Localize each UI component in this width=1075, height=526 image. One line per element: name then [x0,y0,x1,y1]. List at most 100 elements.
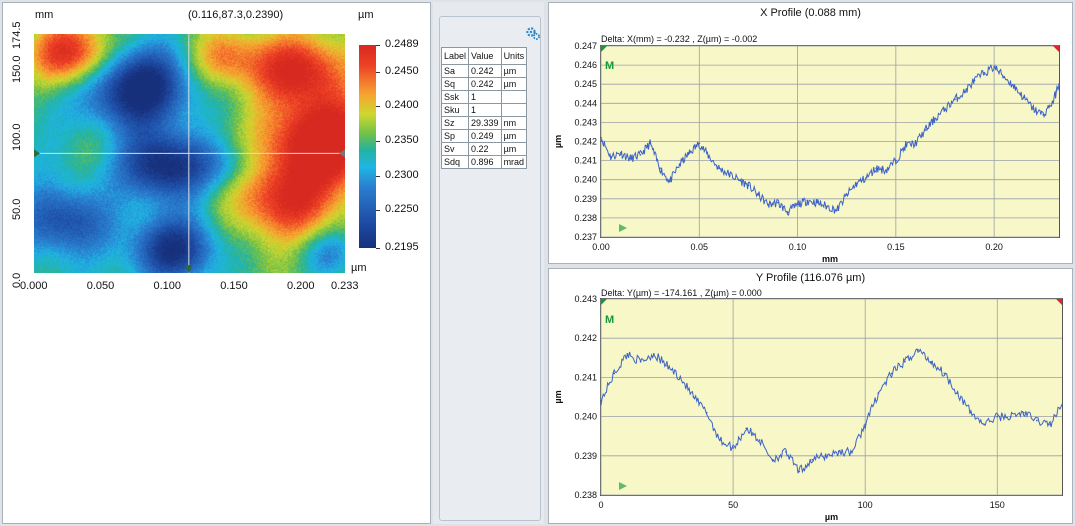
profile-data-point [613,372,616,375]
map-z-unit-label: µm [358,9,374,21]
profile-data-point [953,98,956,101]
profile-data-point [619,152,622,154]
x-profile-delta-readout: Delta: X(mm) = -0.232 , Z(µm) = -0.002 [601,34,758,44]
left-marker-icon[interactable] [601,299,607,305]
profile-data-point [811,458,814,461]
header-units: Units [500,47,528,65]
play-arrow-icon[interactable] [619,482,627,490]
y-profile-chart: 0 50 100 150 0.238 0.239 0.240 0.241 0.242 0.243 µ… [553,294,1063,522]
right-marker-icon[interactable] [1056,299,1062,305]
profile-data-point [745,427,748,430]
profile-data-point [718,167,720,170]
y-tick-label: 0.238 [574,490,597,500]
profile-series-line [600,348,1063,474]
profile-data-point [757,194,760,196]
y-tick-label: 0.243 [574,294,597,304]
profile-data-point [688,152,691,154]
y-profile-marker-label[interactable]: M [605,314,615,326]
y-tick-label: 0.243 [574,117,597,127]
profile-data-point [983,71,986,74]
map-x-tick-label: 0.233 [331,280,359,292]
profile-data-point [943,372,946,375]
colorbar-tick-label: 0.2450 [385,64,419,77]
map-x-unit-label: mm [35,9,54,21]
y-tick-label: 0.242 [574,137,597,147]
cell-label: Sq [440,77,470,91]
profile-data-point [705,411,708,414]
header-label: Label [440,47,470,65]
y-tick-label: 0.238 [574,213,597,223]
profile-data-point [609,155,612,158]
color-scale-bar [359,45,376,248]
profile-data-point [771,458,774,461]
profile-data-point [973,79,976,82]
profile-data-point [758,439,761,442]
map-x-tick-label: 0.000 [20,280,48,292]
right-marker-icon[interactable] [1053,46,1059,52]
y-profile-title: Y Profile (116.076 µm) [755,272,866,284]
cursor-x-handle-icon[interactable] [184,265,193,273]
y-tick-label: 0.241 [574,372,597,382]
cell-label: Sv [440,142,470,156]
profile-series-line [600,64,1060,216]
map-y-tick-label: 150.0 [11,55,23,83]
x-tick-label: 0.00 [592,242,610,252]
cell-unit: µm [500,129,528,143]
x-profile-panel: X Profile (0.088 mm) 0.00 0.05 0.10 0.15 0.2… [548,2,1073,264]
x-tick-label: 0.15 [887,242,905,252]
profile-data-point [785,450,787,453]
map-y-tick-label: 100.0 [11,123,23,152]
x-profile-chart: 0.00 0.05 0.10 0.15 0.20 0.237 0.238 0.239 0.240… [553,41,1060,264]
profile-data-point [649,142,652,145]
cell-unit: µm [500,64,528,78]
statistics-row-sku: Sku 1 [440,103,528,117]
y-profile-plot-area[interactable] [600,298,1063,496]
profile-data-point [629,157,632,160]
x-tick-label: 0.05 [691,242,709,252]
profile-data-point [875,167,878,170]
cursor-y-handle-icon[interactable] [34,149,40,158]
cell-label: Sa [440,64,470,78]
statistics-row-sv: Sv 0.22 µm [440,142,528,156]
cell-value: 0.22 [468,142,502,156]
profile-data-point [816,201,819,204]
profile-data-point [1012,85,1015,88]
play-arrow-icon[interactable] [619,224,627,232]
profile-data-point [639,153,642,156]
profile-data-point [969,411,972,414]
y-tick-label: 0.244 [574,98,597,108]
profile-data-point [904,144,907,147]
colorbar-tick-mark [376,175,380,177]
cell-unit: µm [500,77,528,91]
profile-data-point [963,90,966,93]
y-tick-label: 0.240 [574,412,597,422]
x-tick-label: 100 [858,500,873,510]
y-tick-label: 0.246 [574,60,597,70]
profile-data-point [855,182,858,185]
profile-data-point [877,392,880,394]
cell-unit: mrad [500,155,528,169]
left-marker-icon[interactable] [601,46,607,52]
x-axis-label: mm [822,254,838,264]
statistics-table: Label Value Units Sa 0.242 µm Sq 0.242 µm Ssk 1… [440,47,528,169]
cell-unit [500,103,528,117]
profile-data-point [934,117,937,120]
gear-icon[interactable] [525,26,541,42]
profile-data-point [885,169,887,172]
colorbar-tick-mark [376,45,380,46]
y-tick-label: 0.239 [574,451,597,461]
cursor-y-handle-right-icon[interactable] [339,149,345,158]
map-cursor-overlay[interactable] [34,34,345,273]
profile-data-point [777,201,779,204]
profile-data-point [798,470,801,473]
profile-data-point [983,423,985,426]
profile-data-point [944,108,946,110]
profile-data-point [914,142,917,145]
x-profile-marker-label[interactable]: M [605,60,615,72]
y-profile-delta-readout: Delta: Y(µm) = -174.161 , Z(µm) = 0.000 [601,288,762,298]
x-tick-label: 150 [990,500,1005,510]
map-y-tick-label: 174.5 [11,21,23,49]
profile-data-point [1058,83,1060,86]
profile-data-point [824,454,827,457]
profile-data-point [1042,113,1045,116]
